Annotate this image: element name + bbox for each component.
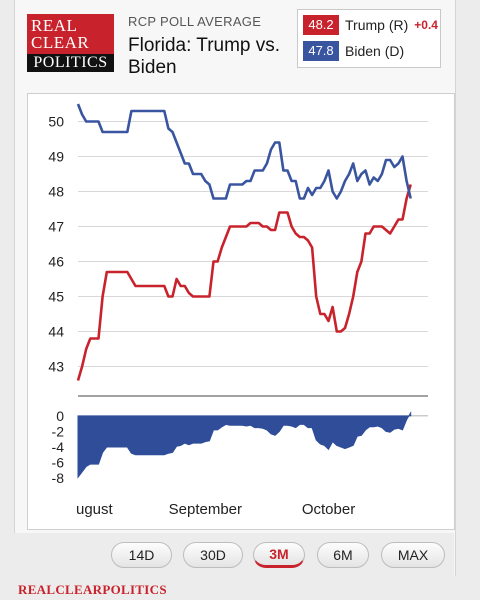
spread-tick-label: 0	[56, 408, 64, 424]
chart-area: 43 44 45 46 47 48 49 50 0 -2 -4 -6 -8 ugust Septembe…	[27, 93, 455, 530]
x-tick-label: October	[302, 501, 355, 518]
x-tick-label: ugust	[76, 501, 114, 518]
trump-line	[76, 184, 412, 381]
rcp-logo[interactable]: REAL CLEAR POLITICS	[27, 14, 114, 72]
range-button-14d[interactable]: 14D	[111, 542, 172, 568]
footer-brand[interactable]: REALCLEARPOLITICS	[18, 582, 167, 597]
y-tick-label: 47	[48, 219, 64, 235]
range-button-3m[interactable]: 3M	[253, 542, 305, 568]
spread-tick-label: -8	[52, 470, 65, 486]
logo-line-real: REAL	[31, 16, 78, 35]
poll-average-label: RCP POLL AVERAGE	[128, 14, 262, 29]
spread-area	[77, 410, 412, 479]
y-tick-label: 45	[48, 289, 64, 305]
legend-box: 48.2 Trump (R) +0.4 47.8 Biden (D)	[297, 9, 441, 68]
trump-name: Trump (R)	[345, 17, 409, 33]
range-button-max[interactable]: MAX	[381, 542, 445, 568]
biden-value-badge: 47.8	[303, 41, 339, 61]
logo-line-politics: POLITICS	[27, 54, 114, 72]
y-tick-label: 46	[48, 254, 64, 270]
page-title: Florida: Trump vs. Biden	[128, 35, 281, 78]
poll-chart: 43 44 45 46 47 48 49 50 0-2-4-6-8 ugust Septembe…	[48, 103, 428, 518]
spread-tick-label: -2	[52, 423, 65, 439]
range-button-30d[interactable]: 30D	[183, 542, 243, 568]
y-tick-label: 44	[48, 324, 64, 340]
legend-row-trump: 48.2 Trump (R) +0.4	[303, 15, 438, 35]
biden-name: Biden (D)	[345, 43, 405, 59]
trump-change: +0.4	[414, 18, 438, 32]
y-tick-label: 43	[48, 359, 64, 375]
trump-value-badge: 48.2	[303, 15, 339, 35]
spread-tick-label: -6	[52, 455, 65, 471]
legend-row-biden: 47.8 Biden (D)	[303, 41, 404, 61]
spread-tick-label: -4	[52, 439, 65, 455]
x-tick-label: September	[169, 501, 242, 518]
biden-line	[76, 103, 412, 200]
logo-line-clear: CLEAR	[31, 33, 90, 52]
y-tick-label: 49	[48, 149, 64, 165]
range-button-6m[interactable]: 6M	[317, 542, 369, 568]
y-tick-label: 48	[48, 184, 64, 200]
y-tick-label: 50	[48, 114, 64, 130]
